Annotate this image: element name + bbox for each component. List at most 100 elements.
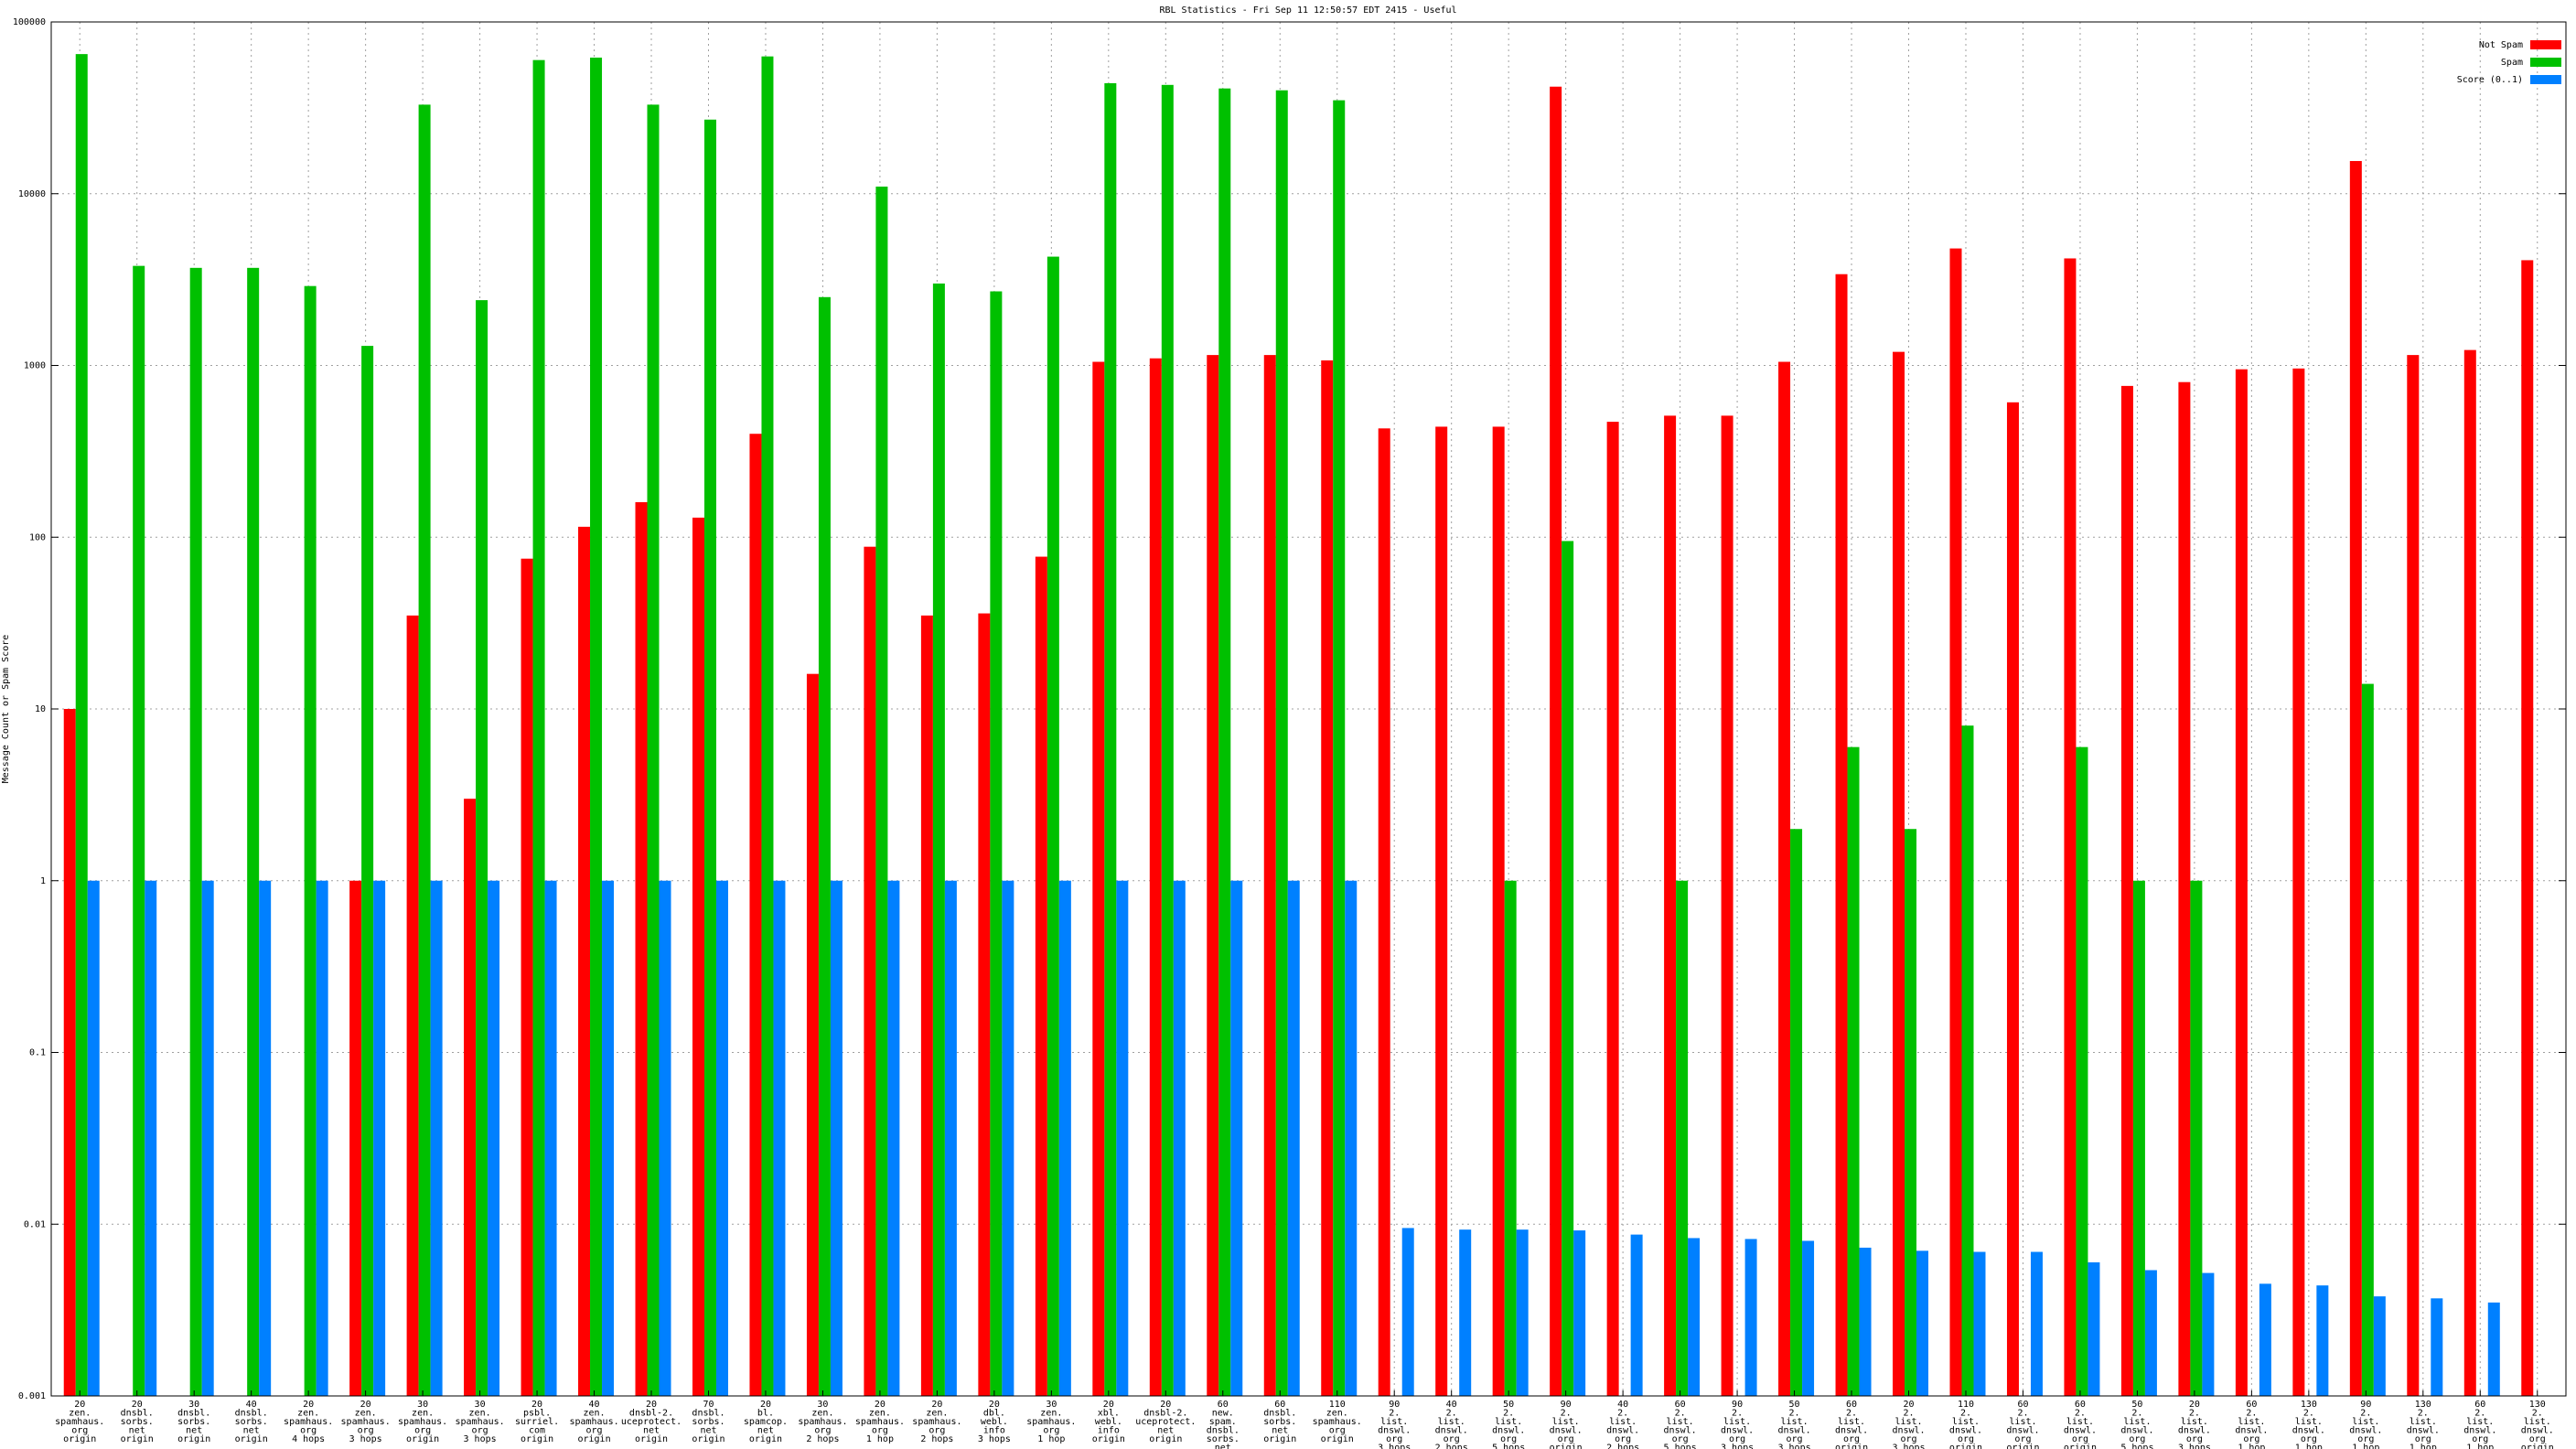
bar-score-0-1: [1058, 880, 1071, 1396]
bar-score-0-1: [1859, 1247, 1872, 1396]
bar-spam: [2076, 746, 2088, 1396]
bar-score-0-1: [1573, 1230, 1586, 1396]
bar-score-0-1: [259, 880, 272, 1396]
bar-not-spam: [749, 434, 762, 1396]
bar-score-0-1: [2202, 1272, 2215, 1396]
x-tick-label: 20 zen. spamhaus. org 3 hops: [341, 1400, 391, 1444]
bar-not-spam: [1092, 361, 1105, 1396]
x-tick-label: 30 zen. spamhaus. org origin: [398, 1400, 447, 1444]
x-tick-label: 30 zen. spamhaus. org 1 hop: [1026, 1400, 1076, 1444]
bar-score-0-1: [2373, 1296, 2386, 1396]
x-tick-label: 20 dnsbl. sorbs. net origin: [121, 1400, 154, 1444]
y-tick-label: 0.01: [24, 1219, 46, 1229]
x-tick-label: 40 dnsbl. sorbs. net origin: [235, 1400, 268, 1444]
bar-score-0-1: [2487, 1302, 2500, 1396]
legend-swatch: [2530, 75, 2561, 84]
bar-score-0-1: [1345, 880, 1358, 1396]
bar-score-0-1: [715, 880, 728, 1396]
bar-score-0-1: [773, 880, 786, 1396]
bar-spam: [1847, 746, 1860, 1396]
bar-score-0-1: [1002, 880, 1014, 1396]
bar-spam: [304, 285, 317, 1396]
x-tick-label: 90 2. list. dnswl. org 1 hop: [2349, 1400, 2382, 1449]
x-tick-label: 60 2. list. dnswl. org origin: [2006, 1400, 2039, 1449]
bar-spam: [1961, 725, 1974, 1396]
bar-not-spam: [1550, 86, 1562, 1396]
bar-not-spam: [2349, 161, 2362, 1396]
legend-label: Not Spam: [2479, 40, 2523, 50]
bar-score-0-1: [2144, 1270, 2157, 1396]
legend: Not Spam Spam Score (0..1): [2457, 40, 2561, 85]
bar-not-spam: [63, 709, 76, 1396]
x-tick-label: 20 2. list. dnswl. org 3 hops: [2178, 1400, 2211, 1449]
bar-not-spam: [1835, 274, 1848, 1396]
bar-score-0-1: [1401, 1228, 1414, 1396]
bar-spam: [990, 291, 1003, 1396]
x-tick-label: 30 zen. spamhaus. org 3 hops: [455, 1400, 504, 1444]
bar-not-spam: [1949, 248, 1962, 1397]
x-tick-label: 40 2. list. dnswl. org 2 hops: [1435, 1400, 1468, 1449]
bar-spam: [1905, 829, 1917, 1396]
x-tick-label: 60 dnsbl. sorbs. net origin: [1263, 1400, 1296, 1444]
bar-score-0-1: [544, 880, 557, 1396]
bar-spam: [476, 300, 488, 1396]
bar-spam: [1218, 88, 1231, 1396]
bar-score-0-1: [145, 880, 157, 1396]
bar-spam: [189, 267, 202, 1397]
y-tick-label: 0.001: [18, 1391, 46, 1401]
bar-spam: [1562, 541, 1574, 1396]
bar-not-spam: [1606, 422, 1619, 1397]
bar-score-0-1: [87, 880, 100, 1396]
bar-not-spam: [464, 799, 477, 1396]
bar-spam: [2361, 683, 2374, 1396]
bar-not-spam: [1492, 426, 1505, 1396]
bar-not-spam: [1778, 361, 1791, 1396]
bar-score-0-1: [430, 880, 443, 1396]
x-tick-label: 50 2. list. dnswl. org 3 hops: [1777, 1400, 1810, 1449]
bar-not-spam: [978, 613, 991, 1396]
x-tick-label: 50 2. list. dnswl. org 5 hops: [1492, 1400, 1525, 1449]
x-tick-label: 60 2. list. dnswl. org origin: [2064, 1400, 2097, 1449]
bar-score-0-1: [1916, 1250, 1929, 1396]
y-axis-label: Message Count or Spam Score: [1, 635, 11, 784]
x-tick-label: 20 2. list. dnswl. org 3 hops: [1892, 1400, 1925, 1449]
bar-score-0-1: [1688, 1238, 1701, 1396]
bar-spam: [875, 186, 888, 1397]
bar-not-spam: [406, 615, 419, 1396]
bar-score-0-1: [1516, 1229, 1529, 1396]
x-tick-label: 20 zen. spamhaus. org 2 hops: [912, 1400, 961, 1444]
bar-not-spam: [1207, 355, 1219, 1396]
y-tick-label: 1000: [24, 361, 46, 371]
y-tick-label: 10: [35, 704, 46, 714]
bar-score-0-1: [830, 880, 843, 1396]
x-tick-label: 70 dnsbl. sorbs. net origin: [692, 1400, 724, 1444]
x-tick-label: 90 2. list. dnswl. org 3 hops: [1378, 1400, 1411, 1449]
bar-score-0-1: [373, 880, 386, 1396]
legend-swatch: [2530, 58, 2561, 67]
bar-spam: [247, 267, 260, 1397]
bar-spam: [1333, 100, 1346, 1397]
bar-score-0-1: [1230, 880, 1243, 1396]
bar-score-0-1: [2431, 1298, 2443, 1396]
legend-label: Spam: [2501, 58, 2523, 68]
legend-label: Score (0..1): [2457, 75, 2523, 85]
bar-score-0-1: [201, 880, 214, 1396]
x-tick-label: 40 2. list. dnswl. org 2 hops: [1606, 1400, 1639, 1449]
bar-score-0-1: [316, 880, 328, 1396]
bar-score-0-1: [944, 880, 957, 1396]
bar-score-0-1: [1802, 1240, 1815, 1396]
bar-spam: [761, 56, 774, 1396]
bar-score-0-1: [488, 880, 500, 1396]
bar-spam: [361, 346, 374, 1396]
bar-not-spam: [1378, 428, 1390, 1396]
bar-spam: [1790, 829, 1803, 1396]
y-tick-label: 0.1: [29, 1048, 46, 1058]
bars-layer: [63, 54, 2558, 1397]
chart-title: RBL Statistics - Fri Sep 11 12:50:57 EDT…: [1159, 5, 1456, 16]
bar-not-spam: [1893, 351, 1905, 1396]
bar-not-spam: [2064, 258, 2077, 1396]
x-tick-label: 20 dnsbl-2. uceprotect. net origin: [621, 1400, 682, 1444]
x-tick-label: 110 zen. spamhaus. org origin: [1313, 1400, 1362, 1444]
bar-score-0-1: [887, 880, 900, 1396]
